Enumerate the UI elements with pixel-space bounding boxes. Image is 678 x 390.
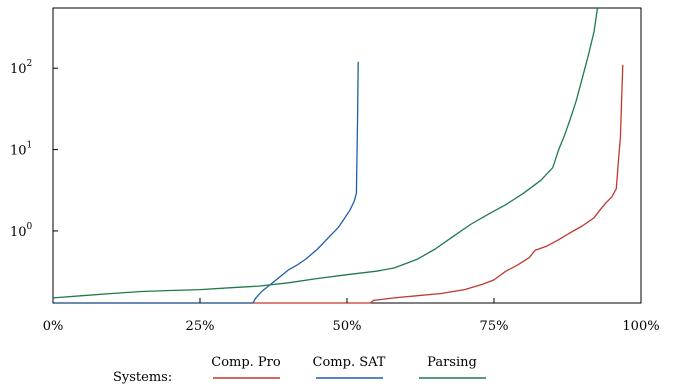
y-tick-label: 102 — [10, 59, 32, 77]
x-tick-label: 50% — [333, 319, 362, 334]
legend: Systems: Comp. Pro Comp. SAT Parsing — [113, 355, 486, 385]
legend-label-parsing: Parsing — [427, 355, 477, 370]
x-tick-label: 100% — [622, 319, 659, 334]
series-line-parsing — [52, 7, 599, 299]
plot-frame — [52, 7, 642, 304]
x-tick-label: 25% — [186, 319, 215, 334]
legend-title: Systems: — [113, 370, 172, 385]
y-tick-label: 101 — [10, 141, 32, 159]
series-line-comp-pro — [53, 64, 624, 304]
axis-layer: 0% 25% 50% 75% 100% 100 101 102 — [10, 59, 660, 334]
x-tick-label: 75% — [480, 319, 509, 334]
x-tick-label: 0% — [43, 319, 64, 334]
series-line-comp-sat — [53, 61, 359, 304]
legend-label-comp-sat: Comp. SAT — [313, 355, 386, 370]
legend-label-comp-pro: Comp. Pro — [211, 355, 281, 370]
y-tick-label: 100 — [10, 222, 33, 240]
series-layer — [52, 7, 624, 304]
